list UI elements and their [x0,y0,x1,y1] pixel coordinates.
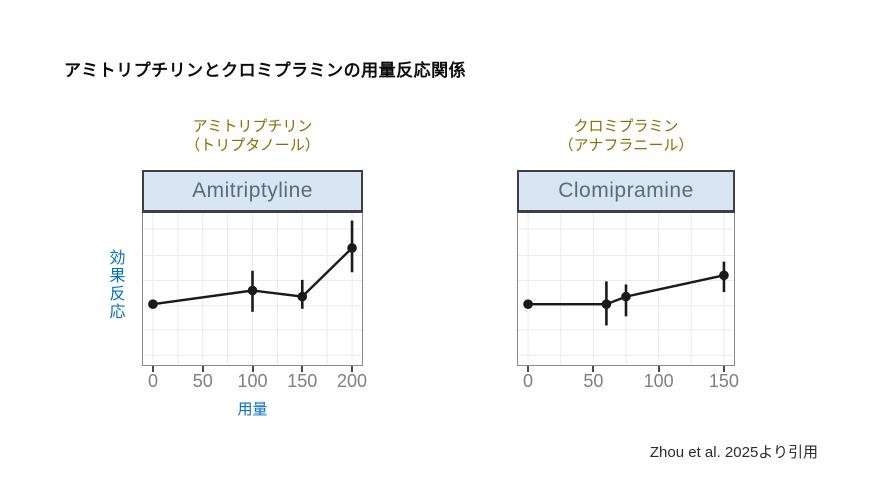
x-tick-mark [722,366,725,372]
data-point [297,291,308,302]
x-tick-mark [351,366,354,372]
y-axis-label: 効果反応 [109,250,126,321]
chart-canvas [518,213,734,365]
data-point [247,285,258,296]
clomipramine-strip: Clomipramine [517,170,735,213]
clomipramine-jp-label: クロミプラミン （アナフラニール） [517,117,735,155]
x-tick-label: 50 [192,371,213,391]
x-tick-label: 200 [337,371,368,391]
clomipramine-jp-brand: （アナフラニール） [558,137,694,154]
amitriptyline-jp-brand: （トリプタノール） [185,137,320,154]
data-point [523,299,533,309]
x-tick-mark [527,366,530,372]
chart-canvas [143,213,362,365]
x-tick-label: 50 [583,371,604,391]
x-tick-label: 150 [708,371,739,391]
x-tick-label: 100 [237,371,268,391]
clomipramine-strip-title: Clomipramine [558,179,694,202]
clomipramine-x-ticks: 0 50 100 150 [517,366,739,400]
page-title: アミトリプチリンとクロミプラミンの用量反応関係 [64,61,467,80]
clomipramine-panel: Clomipramine 0 50 100 150 [517,170,739,400]
amitriptyline-panel: Amitriptyline 0 50 100 150 200 [142,170,367,400]
clomipramine-plot [517,213,735,366]
clomipramine-jp-name: クロミプラミン [573,118,679,135]
x-tick-label: 0 [523,371,534,391]
data-point [148,299,158,309]
data-point [601,299,612,309]
x-tick-mark [201,366,204,372]
trend-line [152,247,353,306]
amitriptyline-jp-name: アミトリプチリン [192,118,313,135]
amitriptyline-strip-title: Amitriptyline [192,179,313,202]
data-point [719,270,729,281]
x-tick-label: 150 [287,371,318,391]
x-tick-mark [657,366,660,372]
amitriptyline-plot [142,213,363,366]
citation: Zhou et al. 2025より引用 [649,444,818,461]
data-point [347,243,357,253]
x-axis-label: 用量 [237,401,268,418]
x-tick-mark [251,366,254,372]
amitriptyline-x-ticks: 0 50 100 150 200 [142,366,367,400]
amitriptyline-jp-label: アミトリプチリン （トリプタノール） [142,117,363,155]
data-point [621,291,631,302]
x-tick-label: 100 [643,371,674,391]
x-tick-mark [301,366,304,372]
x-tick-label: 0 [147,371,158,391]
amitriptyline-strip: Amitriptyline [142,170,363,213]
x-tick-mark [592,366,595,372]
trend-line [528,274,725,306]
x-tick-mark [151,366,154,372]
